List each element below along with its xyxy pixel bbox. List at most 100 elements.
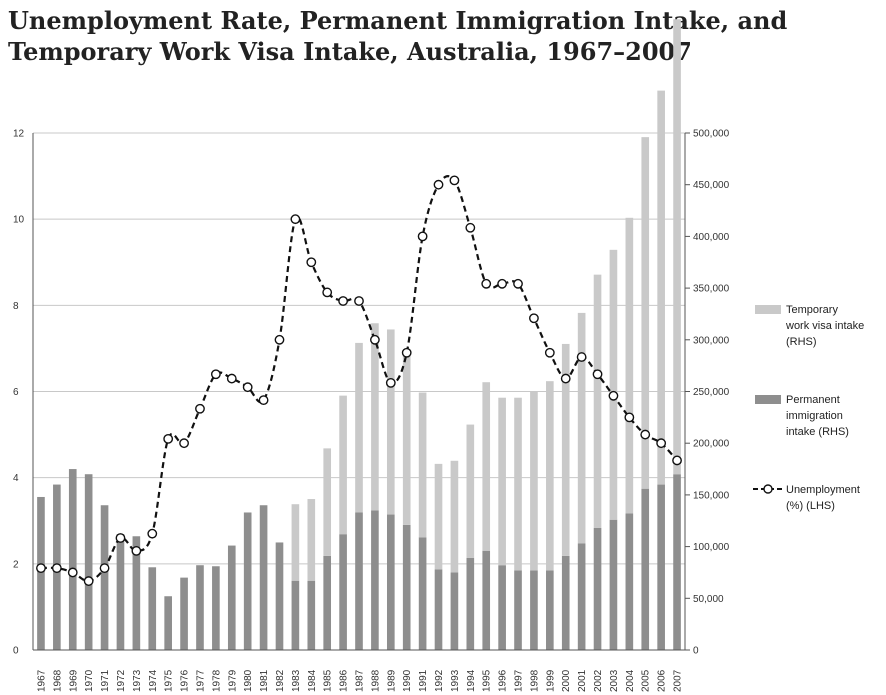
temporary-bar	[530, 391, 538, 571]
permanent-bar	[593, 527, 602, 650]
x-axis-tick-label: 1973	[132, 669, 143, 692]
permanent-bar	[68, 469, 77, 650]
x-axis-tick-label: 1987	[355, 669, 366, 692]
permanent-bar	[418, 537, 427, 650]
permanent-bar	[673, 474, 681, 650]
x-axis-tick-label: 1994	[466, 669, 477, 692]
right-axis-tick-label: 300,000	[693, 335, 730, 346]
x-axis-tick-label: 1998	[529, 669, 540, 692]
unemployment-point	[624, 412, 635, 423]
unemployment-point	[529, 313, 539, 324]
right-axis-tick-label: 400,000	[693, 232, 730, 243]
permanent-bar	[164, 596, 172, 650]
permanent-bar	[609, 519, 618, 650]
unemployment-point	[656, 438, 667, 449]
unemployment-point	[306, 257, 317, 268]
x-axis-tick-label: 1968	[52, 669, 63, 692]
temporary-bar	[498, 397, 506, 566]
unemployment-point	[179, 438, 189, 449]
legend-label: work visa intake	[785, 320, 864, 332]
x-axis-tick-label: 1989	[386, 669, 397, 692]
permanent-bar	[482, 550, 491, 650]
temporary-bar	[386, 329, 395, 515]
permanent-bar	[37, 496, 45, 650]
permanent-bar	[625, 513, 634, 650]
temporary-bar	[466, 424, 475, 558]
permanent-bar	[100, 505, 109, 650]
temporary-bar	[482, 382, 491, 551]
temporary-bar	[561, 343, 570, 556]
permanent-bar	[641, 488, 650, 650]
temporary-bar	[307, 499, 316, 581]
unemployment-point	[226, 373, 237, 384]
unemployment-point	[544, 347, 555, 358]
x-axis-tick-label: 1996	[498, 669, 509, 692]
permanent-bar	[212, 566, 220, 650]
permanent-bar	[355, 512, 363, 650]
right-axis-tick-label: 250,000	[693, 387, 730, 398]
left-axis-tick-label: 12	[13, 129, 25, 140]
unemployment-point	[401, 347, 412, 358]
x-axis-tick-label: 2003	[609, 669, 620, 692]
unemployment-point	[370, 334, 380, 345]
x-axis-tick-label: 1995	[482, 669, 493, 692]
x-axis-tick-label: 1979	[227, 669, 238, 692]
unemployment-point	[83, 576, 94, 586]
x-axis-tick-label: 1982	[275, 669, 286, 692]
x-axis-tick-label: 1999	[545, 669, 556, 692]
permanent-bar	[339, 534, 347, 650]
legend-label: Permanent	[786, 394, 840, 406]
permanent-bar	[275, 542, 284, 650]
unemployment-point	[481, 278, 492, 289]
unemployment-point	[608, 390, 619, 401]
x-axis-tick-label: 2007	[673, 669, 684, 692]
x-axis-tick-label: 1981	[259, 669, 270, 692]
right-axis-tick-label: 450,000	[693, 180, 730, 191]
permanent-bar	[561, 555, 570, 650]
unemployment-point	[115, 533, 126, 543]
x-axis-tick-label: 1992	[434, 669, 445, 692]
permanent-bar	[116, 534, 125, 650]
unemployment-point	[354, 296, 364, 306]
permanent-bar	[227, 545, 236, 650]
unemployment-point	[210, 369, 221, 380]
unemployment-point	[560, 373, 571, 384]
left-axis-tick-label: 4	[13, 473, 19, 484]
x-axis-tick-label: 1986	[339, 669, 350, 692]
axes: 0 2 4 6 8 10 12 0 50,000 100,000 150,000 200,000 250…	[13, 129, 730, 693]
x-axis-tick-label: 1971	[100, 669, 111, 692]
x-axis-tick-label: 1997	[514, 669, 525, 692]
unemployment-point	[99, 563, 110, 574]
unemployment-line	[36, 175, 682, 586]
legend-swatch-unemployment-marker	[763, 484, 773, 494]
temporary-bar	[339, 395, 347, 535]
x-axis-tick-label: 1980	[243, 669, 254, 692]
temporary-bar	[514, 397, 522, 571]
unemployment-point	[465, 222, 476, 233]
right-axis-tick-label: 500,000	[693, 129, 730, 140]
legend-swatch-permanent	[755, 395, 781, 404]
legend-label: immigration	[786, 410, 843, 422]
unemployment-point	[195, 403, 205, 414]
permanent-bar	[657, 484, 665, 650]
x-axis-tick-label: 1993	[450, 669, 461, 692]
unemployment-point	[449, 175, 460, 186]
right-axis-tick-label: 350,000	[693, 284, 730, 295]
chart-title: Unemployment Rate, Permanent Immigration…	[8, 6, 788, 66]
legend: Temporary work visa intake (RHS) Permanent i…	[753, 304, 864, 512]
temporary-bar	[641, 137, 650, 489]
x-axis-tick-label: 1991	[418, 669, 429, 692]
unemployment-point	[36, 563, 46, 574]
permanent-bar	[498, 565, 506, 650]
unemployment-point	[274, 334, 285, 345]
temporary-bar	[402, 353, 411, 525]
temporary-bar	[355, 342, 363, 513]
left-axis-tick-label: 6	[13, 387, 19, 398]
legend-label: Unemployment	[786, 484, 860, 496]
unemployment-point	[51, 563, 62, 574]
permanent-bar	[291, 580, 300, 650]
right-axis-tick-label: 0	[693, 646, 699, 657]
permanent-bar	[132, 536, 141, 650]
left-axis-tick-label: 10	[13, 215, 25, 226]
permanent-bar	[180, 577, 188, 650]
